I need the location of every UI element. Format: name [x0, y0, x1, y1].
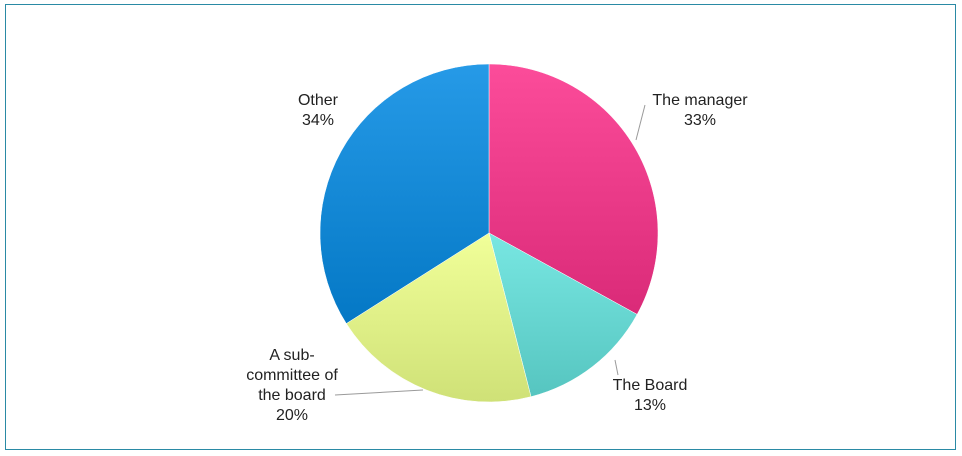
slice-category-label: The manager [652, 92, 748, 109]
slice-category-label: committee of [246, 367, 338, 384]
slice-category-label: the board [258, 387, 326, 404]
slice-label-3: A sub-committee of the board 20% [246, 347, 338, 424]
leader-line-2 [614, 359, 619, 376]
slice-value-label: 20% [276, 407, 308, 424]
pie-slice-3 [345, 232, 532, 403]
slice-category-label: Other [298, 92, 339, 109]
slice-value-label: 34% [302, 112, 334, 129]
slice-category-label: The Board [613, 377, 688, 394]
leader-lines [334, 104, 646, 396]
slice-value-label: 33% [684, 112, 716, 129]
leader-line-3 [334, 389, 424, 396]
slice-label-1: The manager 33% [652, 92, 748, 129]
pie-slice-1 [488, 63, 659, 315]
slice-category-label: A sub- [269, 347, 314, 364]
slice-label-4: Other 34% [298, 92, 339, 129]
pie-slice-2 [488, 232, 638, 397]
leader-line-1 [635, 104, 646, 141]
slice-label-2: The Board 13% [613, 377, 688, 414]
pie-slices [319, 63, 659, 403]
pie-slice-4 [319, 63, 490, 324]
slice-value-label: 13% [634, 397, 666, 414]
slice-labels: The manager 33% The Board 13% A sub-committe… [246, 92, 748, 424]
